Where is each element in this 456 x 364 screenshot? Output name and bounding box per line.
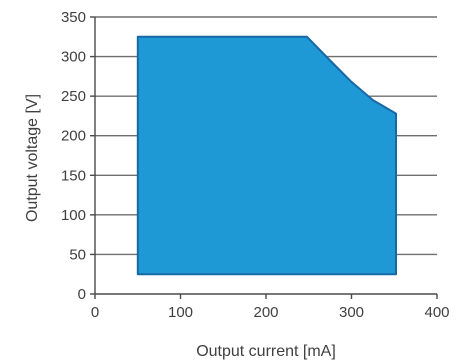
y-tick-label-300: 300 [61,49,86,66]
y-tick-label-250: 250 [61,88,86,105]
y-tick-label-100: 100 [61,207,86,224]
x-tick-label-0: 0 [91,304,99,321]
y-tick-label-350: 350 [61,9,86,26]
x-tick-label-300: 300 [339,304,364,321]
x-tick-labels: 0 100 200 300 400 [91,304,450,321]
y-tick-label-50: 50 [69,246,86,263]
y-tick-label-200: 200 [61,128,86,145]
y-tick-label-150: 150 [61,167,86,184]
x-tick-label-400: 400 [424,304,449,321]
y-axis-label: Output voltage [V] [24,94,41,222]
y-tick-label-0: 0 [78,286,86,303]
x-tick-label-100: 100 [168,304,193,321]
operating-area [136,35,397,276]
axes [90,16,438,299]
x-tick-label-200: 200 [253,304,278,321]
y-tick-labels: 0 50 100 150 200 250 300 350 [61,9,86,303]
x-axis-label: Output current [mA] [196,343,336,360]
